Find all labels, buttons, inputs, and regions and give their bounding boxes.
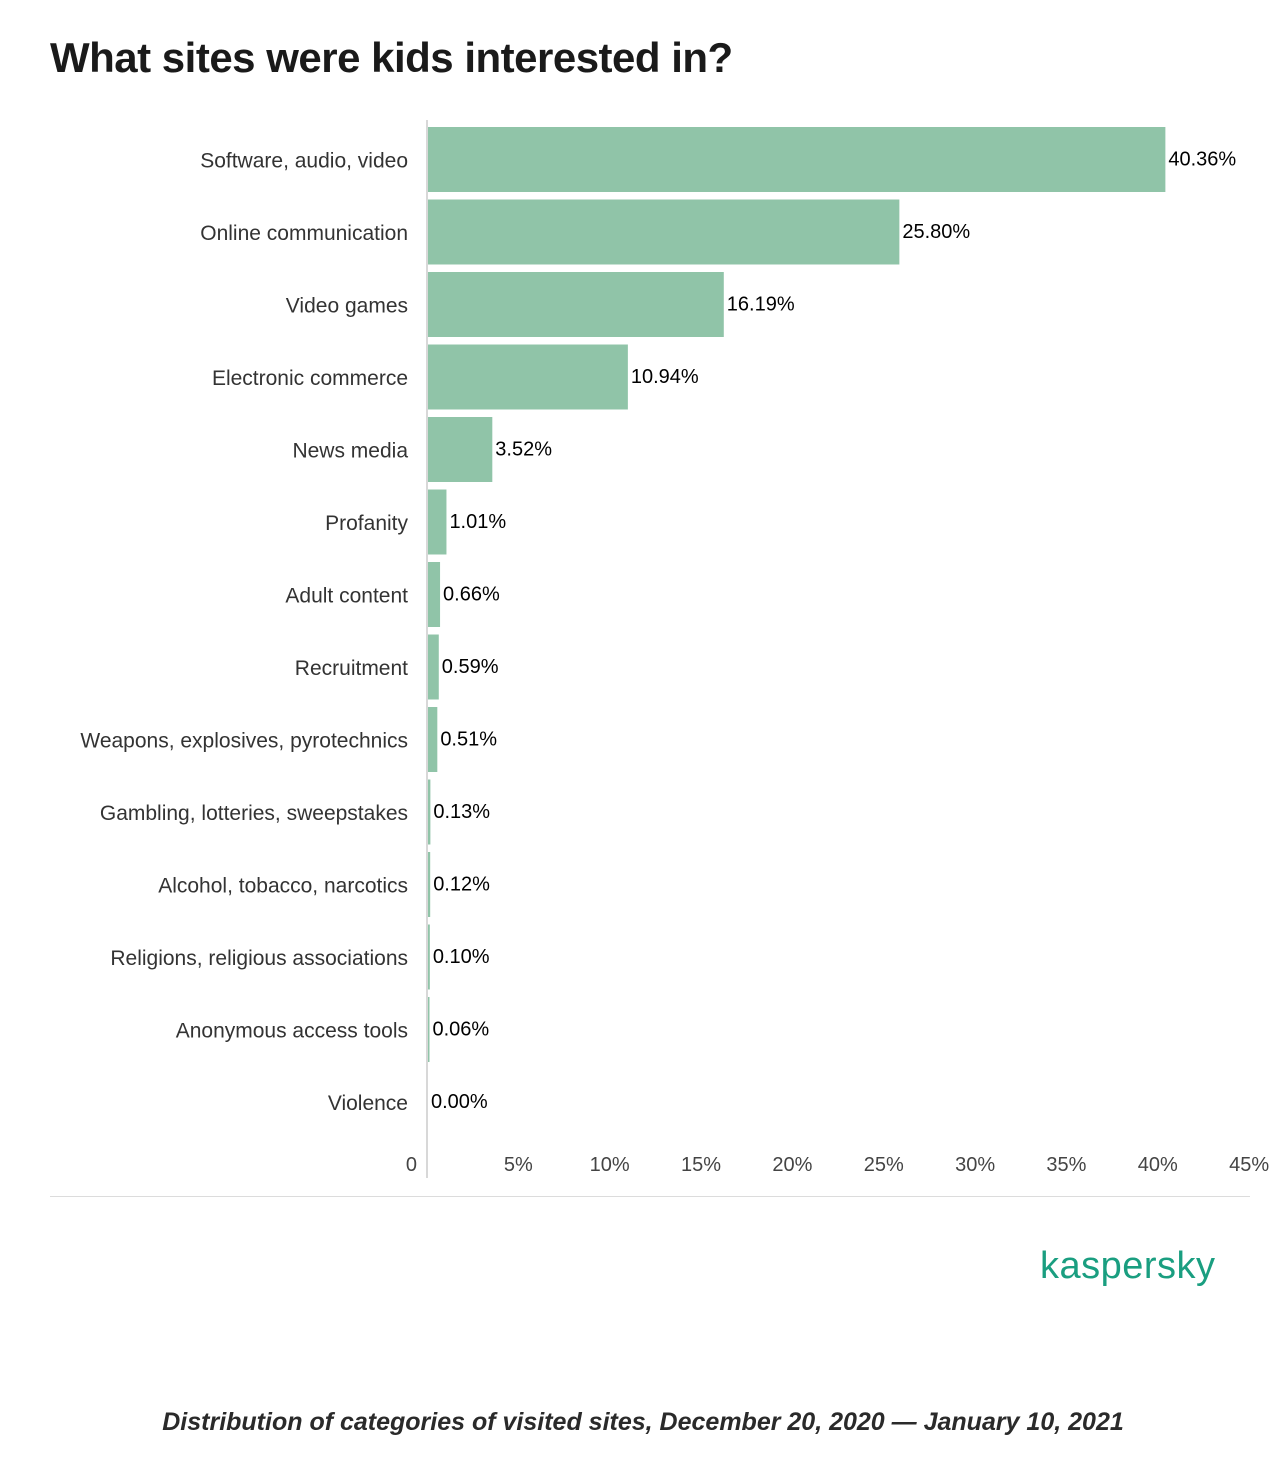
data-label: 10.94% [631, 366, 699, 388]
data-label: 0.51% [440, 729, 497, 751]
bar-chart: Software, audio, video 40.36% Online commu… [80, 120, 1269, 1178]
data-label: 0.59% [442, 656, 499, 678]
x-tick-label: 35% [1046, 1154, 1086, 1176]
category-label: Adult content [285, 585, 408, 608]
data-label: 25.80% [902, 221, 970, 243]
data-label: 0.10% [433, 946, 490, 968]
x-tick-label: 0 [406, 1154, 417, 1176]
x-tick-label: 25% [864, 1154, 904, 1176]
bar [428, 562, 441, 627]
category-label: Software, audio, video [200, 150, 408, 173]
data-label: 3.52% [495, 439, 552, 461]
bar [428, 852, 431, 917]
chart-title: What sites were kids interested in? [50, 34, 733, 81]
category-label: Weapons, explosives, pyrotechnics [80, 730, 408, 753]
category-label: Alcohol, tobacco, narcotics [158, 875, 408, 898]
x-tick-label: 5% [504, 1154, 533, 1176]
x-tick-label: 40% [1138, 1154, 1178, 1176]
data-label: 0.06% [433, 1019, 490, 1041]
data-label: 0.13% [433, 801, 490, 823]
bar [428, 997, 430, 1062]
category-label: Online communication [200, 222, 408, 245]
category-label: Gambling, lotteries, sweepstakes [100, 802, 408, 825]
bar [428, 344, 628, 410]
chart-caption: Distribution of categories of visited si… [162, 1408, 1124, 1436]
bar [428, 199, 900, 265]
x-tick-label: 10% [590, 1154, 630, 1176]
data-label: 1.01% [449, 511, 506, 533]
bar [428, 924, 430, 990]
bar [428, 272, 724, 337]
bar [428, 127, 1166, 192]
divider [50, 1196, 1250, 1197]
category-label: Electronic commerce [212, 367, 408, 390]
kaspersky-logo: kaspersky [1040, 1245, 1216, 1287]
data-label: 0.00% [431, 1091, 488, 1113]
data-label: 0.12% [433, 874, 490, 896]
category-label: Violence [328, 1092, 408, 1115]
category-label: Video games [286, 295, 408, 318]
category-label: News media [292, 440, 408, 463]
category-label: Recruitment [295, 657, 408, 680]
data-label: 16.19% [727, 294, 795, 316]
bar [428, 634, 439, 700]
bar [428, 707, 438, 772]
x-tick-label: 15% [681, 1154, 721, 1176]
category-label: Religions, religious associations [110, 947, 408, 970]
category-label: Anonymous access tools [176, 1020, 408, 1043]
bar [428, 779, 431, 845]
category-label: Profanity [325, 512, 408, 535]
bar [428, 489, 447, 555]
data-label: 0.66% [443, 584, 500, 606]
x-tick-label: 20% [772, 1154, 812, 1176]
x-tick-label: 30% [955, 1154, 995, 1176]
x-tick-label: 45% [1229, 1154, 1269, 1176]
bar [428, 417, 493, 482]
data-label: 40.36% [1168, 149, 1236, 171]
